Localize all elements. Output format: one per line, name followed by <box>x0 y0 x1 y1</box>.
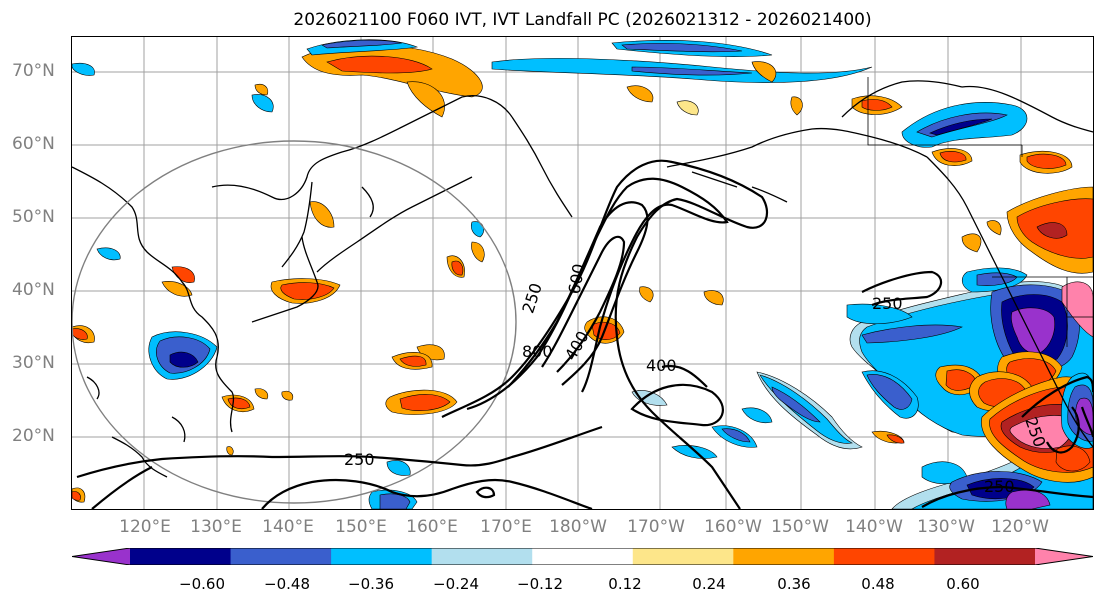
lon-label-170w: 170°W <box>627 517 685 537</box>
colorbar-tick-label: 0.36 <box>777 575 811 593</box>
lat-label-70n: 70°N <box>12 61 55 81</box>
colorbar-segment <box>230 548 332 565</box>
colorbar-tick-label: −0.48 <box>264 575 310 593</box>
lon-label-170e: 170°E <box>480 517 532 537</box>
lon-label-130e: 130°E <box>190 517 242 537</box>
colorbar-segment <box>72 548 130 565</box>
lon-label-160e: 160°E <box>406 517 458 537</box>
lon-label-140e: 140°E <box>262 517 314 537</box>
map-title: 2026021100 F060 IVT, IVT Landfall PC (20… <box>293 10 872 30</box>
lat-label-30n: 30°N <box>12 353 55 373</box>
ivt-contours <box>76 159 1093 509</box>
lon-label-120e: 120°E <box>119 517 171 537</box>
ivt-map-panel: 250 600 800 400 400 250 250 250 250 <box>71 36 1094 510</box>
lat-label-60n: 60°N <box>12 134 55 154</box>
colorbar-tick-label: −0.36 <box>348 575 394 593</box>
colorbar-segment <box>331 548 433 565</box>
contour-label: 250 <box>984 477 1015 496</box>
lon-label-140w: 140°W <box>845 517 903 537</box>
colorbar-segment <box>632 548 734 565</box>
coastlines <box>72 80 1093 478</box>
colorbar-segment <box>733 548 835 565</box>
colorbar <box>72 548 1093 565</box>
lon-label-180w: 180°W <box>549 517 607 537</box>
lat-label-20n: 20°N <box>12 426 55 446</box>
lon-label-120w: 120°W <box>991 517 1049 537</box>
lon-label-150w: 150°W <box>771 517 829 537</box>
colorbar-segment <box>431 548 533 565</box>
lon-label-130w: 130°W <box>917 517 975 537</box>
contour-labels: 250 600 800 400 400 250 250 250 250 <box>344 262 1049 496</box>
colorbar-tick-label: 0.24 <box>692 575 726 593</box>
landfall-region-ring <box>72 140 517 504</box>
colorbar-segment <box>833 548 935 565</box>
colorbar-tick-label: −0.12 <box>517 575 563 593</box>
colorbar-tick-label: 0.12 <box>608 575 642 593</box>
lon-label-150e: 150°E <box>335 517 387 537</box>
contour-label: 800 <box>522 342 553 361</box>
colorbar-tick-label: 0.60 <box>946 575 980 593</box>
colorbar-tick-label: −0.60 <box>179 575 225 593</box>
contour-label: 250 <box>518 281 546 316</box>
lon-label-160w: 160°W <box>704 517 762 537</box>
contour-label: 250 <box>344 450 375 469</box>
contour-label: 250 <box>872 294 903 313</box>
colorbar-segment <box>130 548 232 565</box>
colorbar-segment <box>532 548 634 565</box>
map-svg: 250 600 800 400 400 250 250 250 250 <box>72 37 1093 509</box>
colorbar-segment <box>934 548 1036 565</box>
colorbar-tick-label: −0.24 <box>433 575 479 593</box>
lat-label-50n: 50°N <box>12 207 55 227</box>
graticule <box>72 37 1093 509</box>
lat-label-40n: 40°N <box>12 280 55 300</box>
colorbar-tick-label: 0.48 <box>861 575 895 593</box>
contour-label: 400 <box>646 356 677 375</box>
boundaries <box>867 77 1093 347</box>
colorbar-segment <box>1035 548 1093 565</box>
